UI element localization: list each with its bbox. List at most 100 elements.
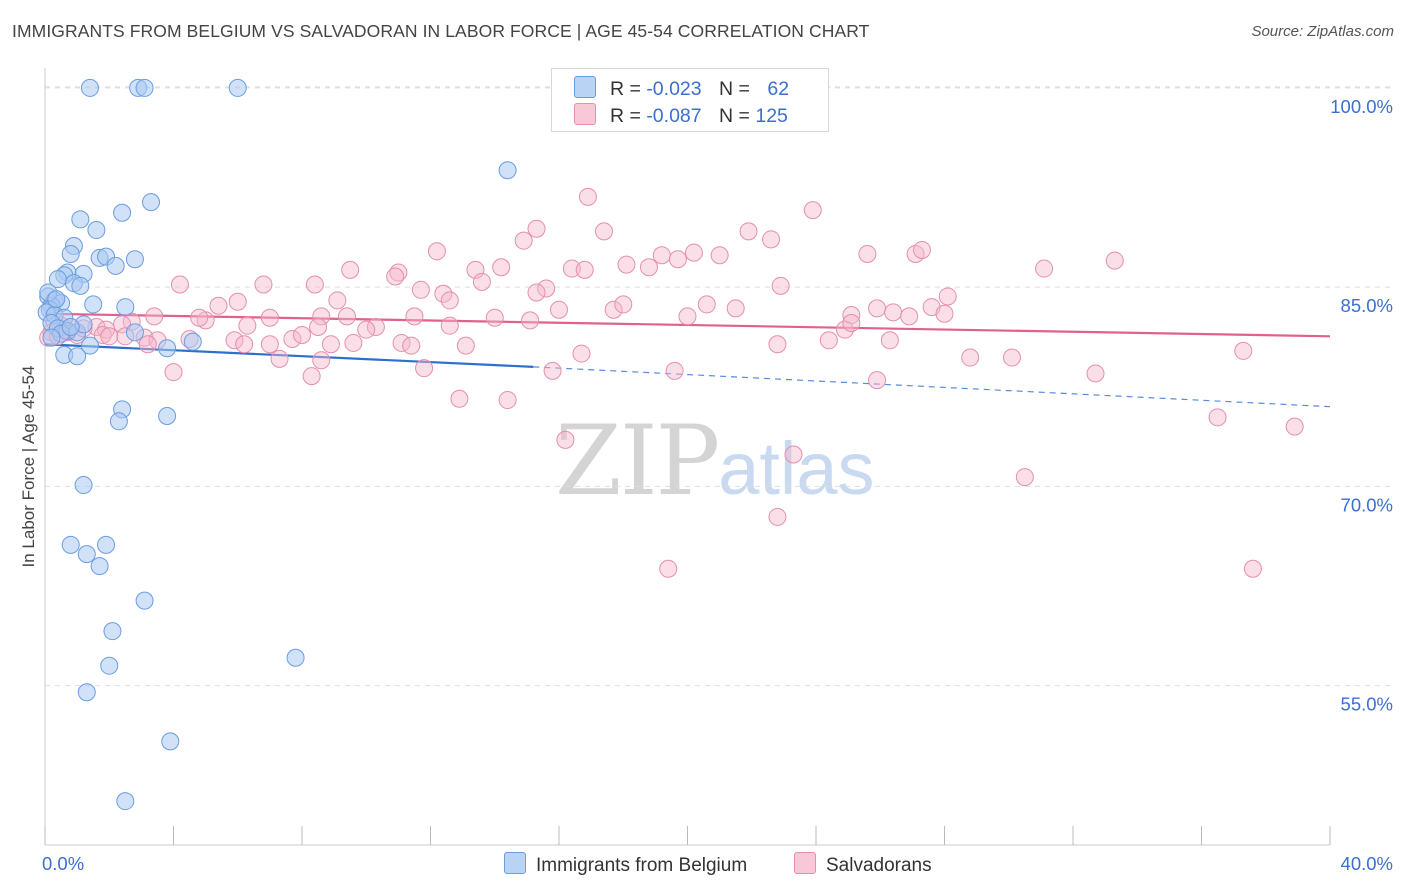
salvadorans-point [842,314,861,333]
trend-lines [44,312,1331,408]
belgium-point [47,290,66,309]
bottom-legend-label: Salvadorans [826,855,932,876]
salvadorans-point [527,283,546,302]
legend-r-label: R = [610,78,641,100]
legend-row-belgium: R = -0.023 N = 62 [574,76,789,100]
legend-n-label: N = [719,105,750,127]
belgium-point [77,683,96,702]
salvadorans-point [321,335,340,354]
salvadorans-point [440,291,459,310]
salvadorans-point [768,507,787,526]
salvadorans-point [771,276,790,295]
salvadorans-point [415,359,434,378]
salvadorans-point [762,230,781,249]
salvadorans-point [492,258,511,277]
tick-labels: 55.0% 70.0% 85.0% 100.0% 0.0% 40.0% In Labor F… [19,96,1393,874]
belgium-point [61,244,80,263]
salvadorans-point [1002,348,1021,367]
belgium-point [286,648,305,667]
salvadorans-point [93,325,112,344]
salvadorans-point [572,344,591,363]
belgium-point [158,339,177,358]
belgium-point [74,476,93,495]
belgium-point [113,203,132,222]
salvadorans-point [170,275,189,294]
salvadorans-point [604,300,623,319]
y-tick-label: 85.0% [1341,295,1393,316]
salvadorans-point [614,295,633,314]
salvadorans-point [514,231,533,250]
salvadorans-point [305,275,324,294]
salvadorans-point [639,258,658,277]
salvadorans-point [411,280,430,299]
bottom-legend-salvadorans: Salvadorans [794,852,932,877]
belgium-point [61,535,80,554]
salvadorans-point [550,300,568,319]
salvadorans-point [164,363,183,382]
bottom-legend-swatch-blue [504,852,526,874]
salvadorans-point [238,316,257,335]
belgium-point [71,210,90,229]
axes [44,68,1331,846]
salvadorans-points [39,187,1304,578]
salvadorans-point [440,316,459,335]
salvadorans-point [270,349,289,368]
salvadorans-point [344,333,363,352]
salvadorans-point [880,331,899,350]
salvadorans-point [913,240,932,259]
salvadorans-point [254,275,273,294]
salvadorans-point [594,222,613,241]
legend-n-label: N = [719,78,750,100]
x-tick-label: 40.0% [1341,853,1393,874]
salvadorans-point [537,279,556,298]
salvadorans-point [302,367,321,386]
salvadorans-point [527,219,546,238]
salvadorans-point [235,335,254,354]
salvadorans-point [138,335,157,354]
legend-r-value: -0.023 [646,78,702,100]
belgium-point [106,256,125,275]
salvadorans-point [450,389,469,408]
salvadorans-point [521,311,540,330]
x-tick-label: 0.0% [42,853,84,874]
salvadorans-point [868,299,887,318]
salvadorans-point [659,559,678,578]
y-tick-label: 100.0% [1330,96,1393,117]
belgium-point [498,161,517,180]
belgium-point [71,276,90,295]
salvadorans-point [190,308,209,327]
y-tick-label: 55.0% [1341,694,1393,715]
salvadorans-point [1086,364,1105,383]
salvadorans-point [386,267,405,286]
salvadorans-point [498,391,517,410]
salvadorans-point [556,430,575,449]
belgium-point [183,332,202,351]
belgium-point [90,557,109,576]
salvadorans-point [1243,559,1262,578]
salvadorans-point [575,260,594,279]
salvadorans-point [697,295,716,314]
salvadorans-point [312,351,331,370]
salvadorans-point [668,250,687,269]
salvadorans-point [819,331,838,350]
belgium-points [37,78,517,811]
belgium-point [77,545,96,564]
salvadorans-point [456,336,475,355]
belgium-trend-extension [533,366,1331,408]
salvadorans-point [726,299,745,318]
legend-swatch-blue [574,76,596,98]
salvadorans-point [678,307,697,326]
legend-row-salvadorans: R = -0.087 N = 125 [574,103,788,127]
stats-legend: R = -0.023 N = 62 R = -0.087 N = 125 [551,68,829,132]
salvadorans-point [309,318,328,336]
watermark-zip: ZIP [555,405,720,517]
legend-n-value: 125 [755,105,788,127]
salvadorans-point [228,292,247,311]
belgium-point [135,591,154,610]
belgium-point [125,250,144,269]
salvadorans-point [665,361,684,380]
bottom-legend-label: Immigrants from Belgium [536,855,748,876]
salvadorans-point [684,243,703,262]
belgium-point [116,792,135,811]
salvadorans-point [337,307,356,326]
